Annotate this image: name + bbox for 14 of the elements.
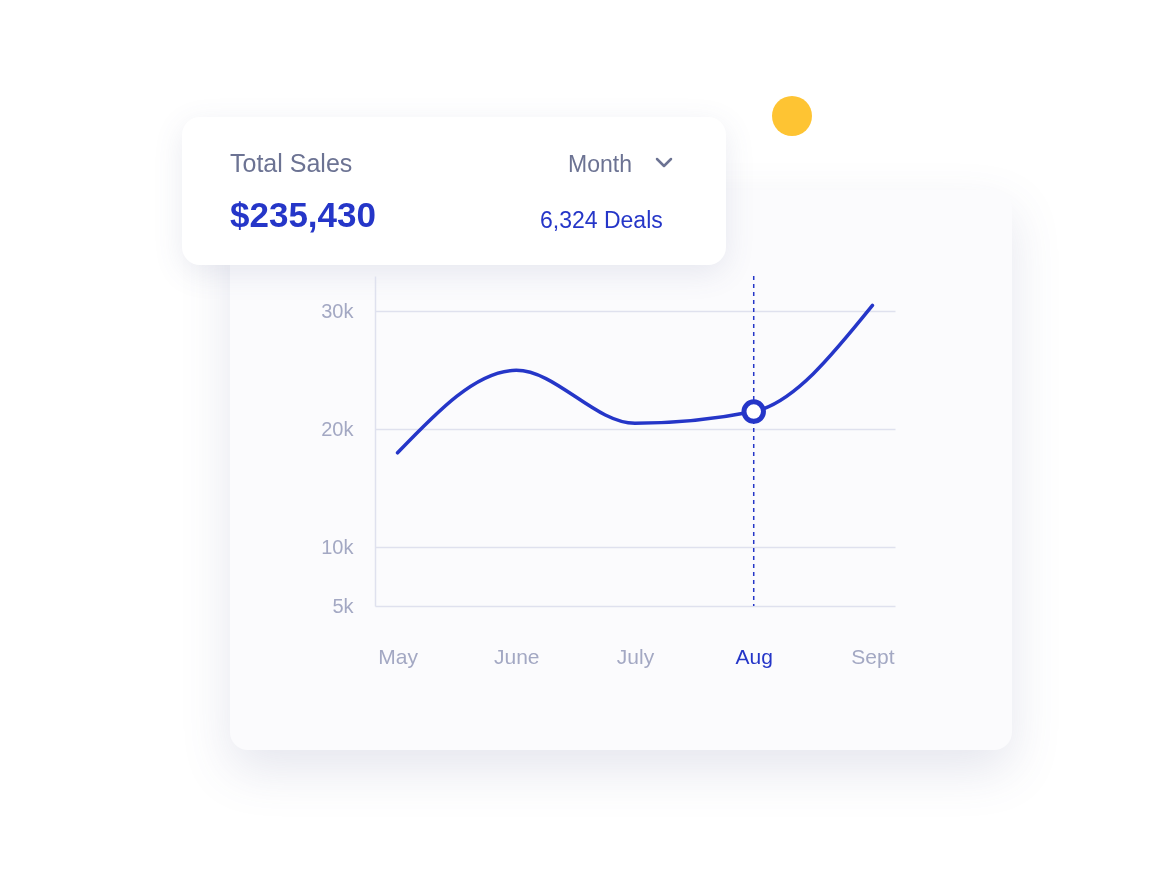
text: Month bbox=[568, 151, 632, 178]
x-tick-label: May bbox=[378, 644, 419, 668]
x-tick-label: Aug bbox=[735, 644, 773, 668]
y-tick-label: 5k bbox=[332, 594, 355, 617]
y-tick-label: 30k bbox=[321, 299, 355, 322]
x-tick-label: June bbox=[494, 644, 540, 668]
text: 6,324 Deals bbox=[540, 207, 663, 234]
y-tick-label: 20k bbox=[321, 417, 355, 440]
x-tick-label: Sept bbox=[851, 644, 895, 668]
line-series bbox=[395, 303, 875, 455]
y-tick-label: 10k bbox=[321, 535, 355, 558]
text: $235,430 bbox=[230, 195, 376, 235]
text: Total Sales bbox=[230, 149, 353, 178]
x-tick-label: July bbox=[616, 644, 655, 668]
